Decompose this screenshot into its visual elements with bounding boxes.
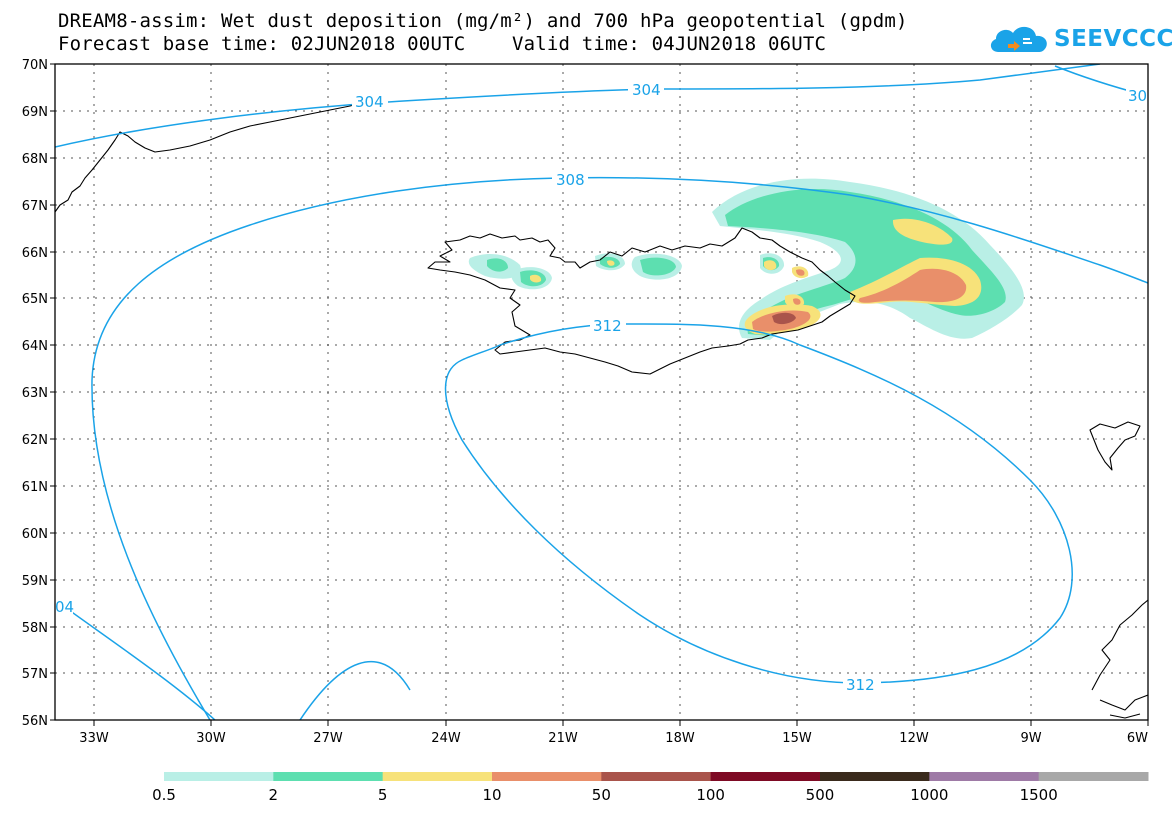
contour-label: 304 bbox=[632, 81, 661, 99]
contour-label: 312 bbox=[846, 676, 875, 694]
dust-area-10 bbox=[796, 269, 805, 276]
lat-label: 58N bbox=[22, 621, 48, 636]
legend-swatch bbox=[929, 772, 1040, 781]
lon-label: 27W bbox=[313, 731, 343, 746]
greenland-coastline bbox=[55, 101, 366, 213]
dust-area-5 bbox=[530, 274, 542, 283]
time-info: Forecast base time: 02JUN2018 00UTC Vali… bbox=[58, 33, 826, 55]
forecast-base-time: Forecast base time: 02JUN2018 00UTC bbox=[58, 33, 466, 55]
dust-area-2 bbox=[640, 257, 676, 276]
lat-label: 61N bbox=[22, 480, 48, 495]
dust-area-10 bbox=[858, 268, 967, 303]
lon-label: 30W bbox=[196, 731, 226, 746]
seevccc-logo: SEEVCCC bbox=[988, 22, 1173, 58]
contour-label: 308 bbox=[556, 171, 585, 189]
dust-area-50 bbox=[772, 312, 796, 325]
contour-312 bbox=[444, 323, 1073, 684]
dust-area-5 bbox=[892, 218, 953, 245]
gridlines bbox=[55, 64, 1148, 720]
legend-swatch bbox=[164, 772, 274, 781]
legend-swatch bbox=[382, 772, 493, 781]
legend-label: 1500 bbox=[1019, 786, 1058, 804]
valid-time: Valid time: 04JUN2018 06UTC bbox=[511, 33, 827, 55]
legend-label: 500 bbox=[805, 786, 835, 804]
lat-label: 60N bbox=[22, 527, 48, 542]
lat-ticks bbox=[50, 63, 55, 721]
lat-label: 64N bbox=[22, 339, 48, 354]
iceland-coastline bbox=[427, 227, 856, 375]
lon-label: 24W bbox=[431, 731, 461, 746]
lat-label: 67N bbox=[22, 199, 48, 214]
contour-304-southwest bbox=[55, 599, 411, 720]
lon-label: 15W bbox=[782, 731, 812, 746]
lat-label: 69N bbox=[22, 105, 48, 120]
legend-label: 5 bbox=[377, 786, 388, 804]
legend-label: 0.5 bbox=[152, 786, 176, 804]
legend-swatch bbox=[273, 772, 384, 781]
contour-labels: 304 304 30 308 312 312 04 bbox=[55, 80, 1148, 694]
contour-label: 30 bbox=[1128, 87, 1147, 105]
coastlines bbox=[55, 101, 1148, 719]
legend-label: 100 bbox=[696, 786, 725, 804]
lon-label: 21W bbox=[548, 731, 578, 746]
cloud-icon bbox=[990, 26, 1047, 52]
legend-label: 50 bbox=[591, 786, 611, 804]
lon-label: 18W bbox=[665, 731, 695, 746]
lon-label: 33W bbox=[79, 731, 109, 746]
lon-label: 12W bbox=[899, 731, 929, 746]
dust-area-5 bbox=[607, 260, 615, 266]
legend-swatch bbox=[601, 772, 712, 781]
dust-area-2 bbox=[487, 258, 508, 272]
lat-label: 66N bbox=[22, 246, 48, 261]
map-title: DREAM8-assim: Wet dust deposition (mg/m²… bbox=[58, 10, 908, 32]
dust-area-10 bbox=[793, 298, 801, 305]
lat-label: 59N bbox=[22, 574, 48, 589]
lon-ticks bbox=[93, 720, 1149, 726]
lat-label: 68N bbox=[22, 152, 48, 167]
legend-swatch bbox=[820, 772, 930, 781]
logo-text: SEEVCCC bbox=[1054, 26, 1174, 52]
legend-label: 2 bbox=[268, 786, 279, 804]
contour-label: 312 bbox=[593, 317, 622, 335]
legend-label: 10 bbox=[482, 786, 502, 804]
legend-swatch bbox=[492, 772, 602, 781]
contour-304-north bbox=[55, 64, 1101, 148]
contour-label: 04 bbox=[55, 598, 74, 616]
legend-label: 1000 bbox=[910, 786, 949, 804]
lat-label: 70N bbox=[22, 58, 48, 73]
legend-colorbar bbox=[164, 772, 1149, 781]
dust-area-5 bbox=[764, 260, 777, 271]
lat-labels: 70N 69N 68N 67N 66N 65N 64N 63N 62N 61N … bbox=[22, 58, 48, 729]
contour-308 bbox=[91, 176, 1148, 720]
contour-label: 304 bbox=[355, 93, 384, 111]
lon-label: 6W bbox=[1127, 731, 1148, 746]
legend-swatch bbox=[710, 772, 821, 781]
lon-label: 9W bbox=[1020, 731, 1041, 746]
lon-labels: 33W 30W 27W 24W 21W 18W 15W 12W 9W 6W bbox=[79, 731, 1148, 746]
lat-label: 63N bbox=[22, 386, 48, 401]
legend-swatch bbox=[1038, 772, 1149, 781]
lat-label: 56N bbox=[22, 714, 48, 729]
dust-deposition-field bbox=[468, 178, 1024, 340]
lat-label: 62N bbox=[22, 433, 48, 448]
scotland-coastline bbox=[1091, 599, 1148, 719]
lat-label: 57N bbox=[22, 667, 48, 682]
faroe-islands-coastline bbox=[1089, 421, 1141, 471]
lat-label: 65N bbox=[22, 292, 48, 307]
